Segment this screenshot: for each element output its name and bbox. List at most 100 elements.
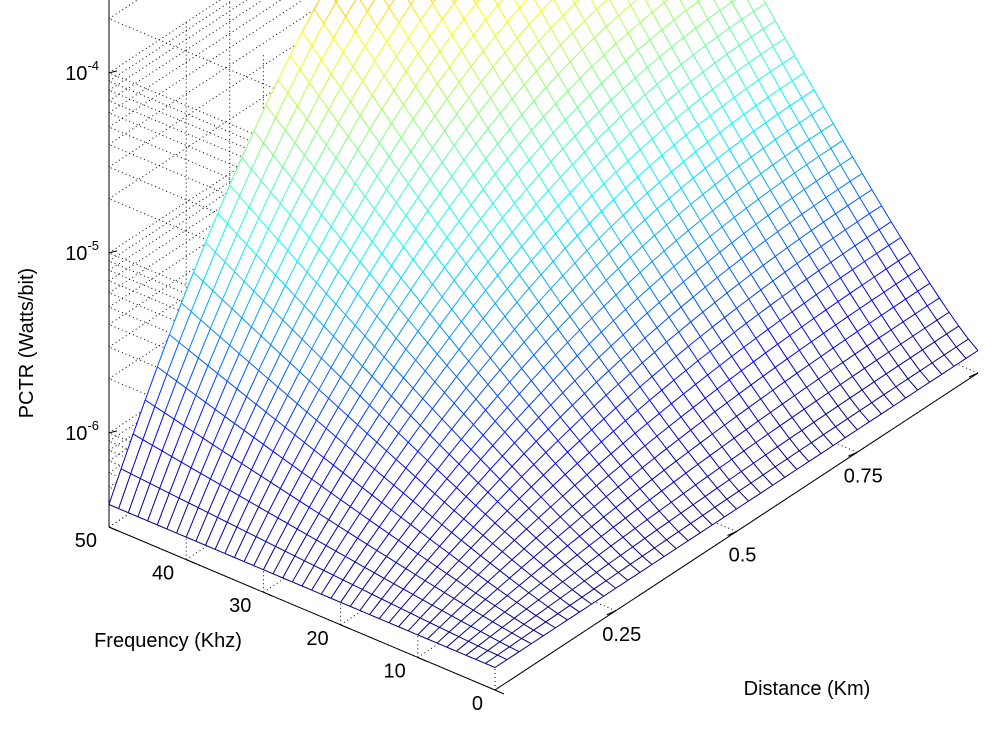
mesh-segment <box>217 345 231 374</box>
mesh-segment <box>683 151 696 163</box>
mesh-segment <box>760 173 771 191</box>
mesh-segment <box>581 37 595 51</box>
mesh-segment <box>299 348 313 373</box>
mesh-segment <box>456 376 467 389</box>
mesh-segment <box>511 231 523 247</box>
mesh-segment <box>567 220 578 237</box>
mesh-segment <box>837 292 851 303</box>
mesh-segment <box>671 46 682 65</box>
mesh-segment <box>439 176 453 194</box>
mesh-segment <box>748 289 762 300</box>
mesh-segment <box>415 574 426 582</box>
mesh-segment <box>550 15 564 29</box>
mesh-segment <box>753 454 766 464</box>
mesh-segment <box>161 450 173 457</box>
mesh-segment <box>137 516 148 522</box>
mesh-segment <box>533 556 544 566</box>
mesh-segment <box>668 187 682 199</box>
mesh-segment <box>398 626 409 632</box>
mesh-segment <box>475 384 489 400</box>
mesh-segment <box>644 0 653 13</box>
mesh-segment <box>613 517 626 528</box>
mesh-segment <box>217 489 231 518</box>
mesh-segment <box>649 155 663 167</box>
mesh-segment <box>555 354 566 369</box>
mesh-segment <box>550 506 561 518</box>
mesh-segment <box>453 586 467 599</box>
mesh-segment <box>335 157 346 172</box>
mesh-segment <box>827 285 839 302</box>
mesh-segment <box>468 218 482 235</box>
mesh-segment <box>181 461 192 469</box>
mesh-segment <box>557 526 571 538</box>
mesh-segment <box>398 289 412 309</box>
mesh-segment <box>489 562 501 572</box>
mesh-segment <box>900 335 914 345</box>
mesh-segment <box>347 282 359 295</box>
mesh-segment <box>574 3 586 22</box>
mesh-segment <box>424 484 436 495</box>
mesh-segment <box>535 70 547 88</box>
mesh-segment <box>371 94 383 110</box>
mesh-segment <box>333 192 344 206</box>
mesh-segment <box>166 342 180 375</box>
mesh-segment <box>784 271 795 289</box>
mesh-segment <box>296 260 308 273</box>
mesh-segment <box>543 367 554 381</box>
mesh-segment <box>632 230 643 247</box>
mesh-segment <box>424 353 438 372</box>
mesh-segment <box>480 543 494 556</box>
mesh-segment <box>579 66 593 79</box>
mesh-segment <box>374 572 385 579</box>
mesh-segment <box>328 376 342 399</box>
mesh-segment <box>743 223 757 234</box>
mesh-segment <box>188 473 202 504</box>
mesh-segment <box>861 389 873 403</box>
mesh-segment <box>593 26 607 39</box>
mesh-segment <box>842 140 853 158</box>
mesh-segment <box>601 199 614 212</box>
mesh-segment <box>678 331 689 347</box>
mesh-segment <box>919 362 933 372</box>
mesh-segment <box>883 283 897 293</box>
mesh-segment <box>219 336 231 346</box>
mesh-segment <box>620 455 634 466</box>
mesh-segment <box>448 337 460 350</box>
mesh-segment <box>342 52 354 67</box>
mesh-segment <box>709 226 723 237</box>
mesh-segment <box>741 19 752 38</box>
mesh-segment <box>487 491 498 502</box>
mesh-segment <box>499 113 511 130</box>
x-tick-mark <box>727 531 737 536</box>
mesh-segment <box>545 87 557 104</box>
mesh-segment <box>675 240 687 257</box>
mesh-segment <box>378 265 392 286</box>
mesh-segment <box>275 523 288 547</box>
mesh-segment <box>516 38 528 56</box>
mesh-segment <box>709 115 721 133</box>
mesh-segment <box>750 147 764 158</box>
mesh-segment <box>347 513 361 533</box>
mesh-segment <box>625 49 639 62</box>
mesh-segment <box>241 463 252 471</box>
mesh-segment <box>830 253 844 263</box>
mesh-segment <box>519 7 530 25</box>
mesh-segment <box>427 51 441 69</box>
mesh-segment <box>840 156 853 166</box>
mesh-segment <box>576 463 588 476</box>
mesh-segment <box>337 506 351 527</box>
mesh-segment <box>229 463 243 491</box>
mesh-segment <box>728 267 740 284</box>
mesh-segment <box>190 438 204 468</box>
mesh-segment <box>383 0 390 8</box>
mesh-segment <box>731 450 745 460</box>
mesh-segment <box>620 116 631 134</box>
mesh-segment <box>460 609 474 622</box>
mesh-segment <box>381 253 392 267</box>
mesh-segment <box>362 589 373 595</box>
mesh-segment <box>284 129 296 144</box>
mesh-segment <box>456 579 467 587</box>
mesh-segment <box>526 315 537 330</box>
mesh-segment <box>569 428 581 442</box>
mesh-segment <box>350 386 361 397</box>
